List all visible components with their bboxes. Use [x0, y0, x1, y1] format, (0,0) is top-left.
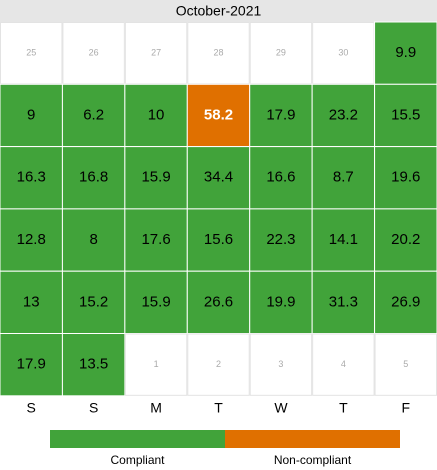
cell-value: 13.5 [79, 356, 108, 373]
day-number: 3 [278, 359, 283, 369]
day-cell [61, 270, 126, 335]
day-cell [186, 83, 251, 148]
cell-value: 8 [89, 231, 97, 248]
empty-cell [62, 22, 125, 85]
cell-value: 20.2 [391, 231, 420, 248]
empty-cell [249, 333, 313, 396]
empty-cell [187, 333, 250, 396]
day-cell [0, 270, 63, 335]
weekday-label: M [150, 400, 162, 416]
weekday-label: F [402, 400, 411, 416]
empty-cell [374, 333, 437, 396]
weekday-label: W [274, 400, 288, 416]
day-number: 26 [89, 48, 99, 58]
weekday-label: S [27, 400, 36, 416]
cell-value: 15.2 [79, 293, 108, 310]
cell-value: 13 [23, 293, 40, 310]
empty-cell [124, 333, 188, 396]
cell-value: 26.6 [204, 293, 233, 310]
empty-cell [249, 22, 313, 85]
cell-value: 15.9 [141, 169, 170, 186]
cell-value: 19.9 [266, 293, 295, 310]
day-cell [124, 83, 188, 148]
day-cell [374, 21, 437, 85]
cell-value: 34.4 [204, 169, 233, 186]
day-cell [249, 208, 313, 272]
day-cell [61, 333, 126, 397]
cell-value: 14.1 [329, 231, 358, 248]
cell-value: 10 [148, 106, 165, 123]
cell-value: 17.9 [17, 356, 46, 373]
day-cell [374, 208, 437, 272]
legend-label: Compliant [110, 453, 165, 467]
day-number: 30 [338, 48, 348, 58]
day-cell [186, 270, 251, 335]
cell-value: 23.2 [329, 106, 358, 123]
weekday-label: S [89, 400, 98, 416]
day-cell [0, 333, 63, 397]
day-cell [311, 83, 376, 148]
cell-value: 19.6 [391, 169, 420, 186]
cell-value: 31.3 [329, 293, 358, 310]
day-number: 27 [151, 48, 161, 58]
empty-cell [124, 22, 188, 85]
cell-value: 8.7 [333, 169, 354, 186]
day-cell [0, 146, 63, 210]
day-cell [374, 83, 437, 148]
day-number: 28 [213, 48, 223, 58]
day-cell [186, 208, 251, 272]
day-cell [249, 83, 313, 148]
weekday-label: T [339, 400, 348, 416]
title-bar [0, 0, 437, 22]
chart-title: October-2021 [176, 3, 262, 19]
legend-swatch [225, 430, 400, 448]
legend-label: Non-compliant [274, 453, 352, 467]
empty-cell [312, 333, 375, 396]
cell-value: 12.8 [17, 231, 46, 248]
cell-value: 15.6 [204, 231, 233, 248]
day-cell [61, 83, 126, 148]
day-number: 2 [216, 359, 221, 369]
cell-value: 17.9 [266, 106, 295, 123]
day-cell [374, 270, 437, 335]
legend-swatch [50, 430, 225, 448]
day-number: 5 [403, 359, 408, 369]
cell-value: 26.9 [391, 293, 420, 310]
day-cell [311, 146, 376, 210]
day-cell [249, 146, 313, 210]
cell-value: 16.8 [79, 169, 108, 186]
day-number: 29 [276, 48, 286, 58]
cell-value: 16.3 [17, 169, 46, 186]
day-cell [311, 208, 376, 272]
day-cell [61, 146, 126, 210]
day-cell [374, 146, 437, 210]
cell-value: 9 [27, 106, 35, 123]
day-number: 1 [154, 359, 159, 369]
cell-value: 22.3 [266, 231, 295, 248]
empty-cell [0, 22, 63, 85]
cell-value: 6.2 [83, 106, 104, 123]
cell-value: 16.6 [266, 169, 295, 186]
cell-value: 17.6 [141, 231, 170, 248]
day-cell [124, 146, 188, 210]
cell-value: 58.2 [204, 106, 233, 123]
empty-cell [187, 22, 250, 85]
cell-value: 15.9 [141, 293, 170, 310]
day-number: 4 [341, 359, 346, 369]
day-cell [61, 208, 126, 272]
empty-cell [312, 22, 375, 85]
cell-value: 9.9 [395, 44, 416, 61]
weekday-label: T [214, 400, 223, 416]
day-cell [186, 146, 251, 210]
cell-value: 15.5 [391, 106, 420, 123]
day-number: 25 [26, 48, 36, 58]
